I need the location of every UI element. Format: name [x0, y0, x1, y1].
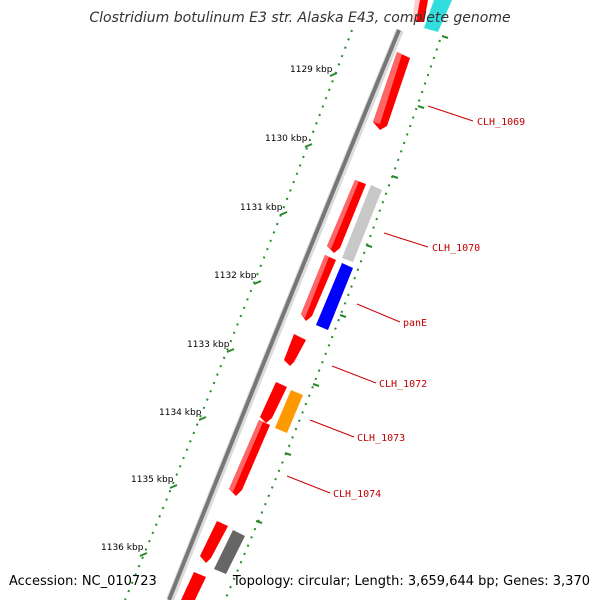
genome-backbone-core [167, 29, 401, 600]
gene-feature [260, 382, 287, 423]
gene-features [181, 0, 452, 600]
gene-label-clh-1069: CLH_1069 [477, 117, 525, 128]
inner-dotted-track [224, 39, 441, 600]
kbp-label: 1134 kbp [159, 408, 202, 418]
outer-dotted-ruler [124, 29, 353, 600]
gene-label-clh-1074: CLH_1074 [333, 489, 381, 500]
gene-pane [316, 263, 353, 330]
gene-clh-1070 [342, 185, 382, 262]
map-title: Clostridium botulinum E3 str. Alaska E43… [89, 10, 511, 26]
kbp-tick [169, 484, 178, 489]
gene-feature [424, 0, 452, 32]
kbp-tick [329, 72, 338, 77]
inner-track-ticks [255, 35, 449, 524]
gene-feature [214, 530, 245, 574]
gene-feature [416, 0, 428, 22]
genome-stats-text: Topology: circular; Length: 3,659,644 bp… [232, 574, 590, 589]
gene-label-clh-1073: CLH_1073 [357, 433, 405, 444]
kbp-label: 1130 kbp [265, 134, 308, 144]
kbp-tick [253, 280, 262, 285]
kbp-label: 1129 kbp [290, 65, 333, 75]
gene-feature [181, 572, 206, 600]
gene-label-pane: panE [403, 318, 427, 329]
accession-text: Accession: NC_010723 [9, 574, 157, 589]
gene-clh-1072 [284, 334, 306, 366]
gene-label-lines [286, 105, 474, 494]
kbp-tick [198, 416, 207, 421]
gene-feature [200, 521, 228, 563]
kbp-label: 1132 kbp [214, 271, 257, 281]
gene-clh-1073 [275, 390, 303, 433]
kbp-tick [279, 211, 288, 216]
kbp-tick [304, 143, 313, 148]
kbp-label: 1131 kbp [240, 203, 283, 213]
kbp-tick [226, 348, 235, 353]
kbp-scale: 1129 kbp 1130 kbp 1131 kbp 1132 kbp 1133… [101, 65, 338, 557]
gene-labels: CLH_1069 CLH_1070 panE CLH_1072 CLH_1073… [333, 117, 525, 500]
kbp-tick [139, 552, 148, 557]
kbp-label: 1136 kbp [101, 543, 144, 553]
gene-label-clh-1070: CLH_1070 [432, 243, 480, 254]
kbp-label: 1133 kbp [187, 340, 230, 350]
gene-label-clh-1072: CLH_1072 [379, 379, 427, 390]
kbp-label: 1135 kbp [131, 475, 174, 485]
